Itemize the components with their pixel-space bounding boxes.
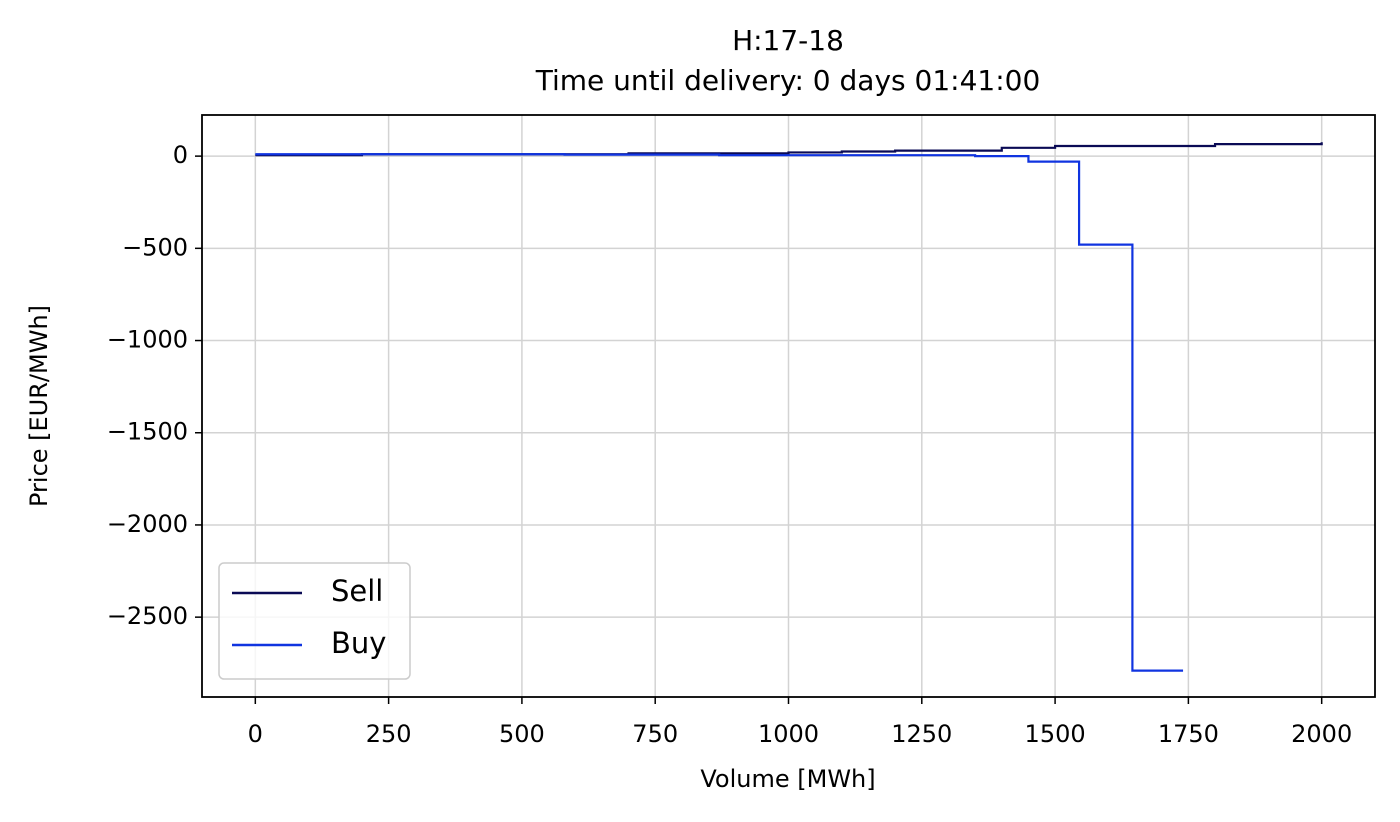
x-tick-label: 1000 [758, 720, 819, 748]
y-tick-label: −2000 [107, 510, 188, 538]
x-tick-label: 250 [366, 720, 412, 748]
x-axis-label: Volume [MWh] [700, 765, 875, 793]
chart-subtitle: Time until delivery: 0 days 01:41:00 [535, 64, 1041, 97]
chart-title: H:17-18 [732, 24, 844, 57]
y-axis-label: Price [EUR/MWh] [25, 305, 53, 507]
plot-frame [201, 114, 1376, 698]
y-tick-label: −1500 [107, 418, 188, 446]
y-tick-label: 0 [173, 141, 188, 169]
y-tick-label: −2500 [107, 602, 188, 630]
x-tick-label: 500 [499, 720, 545, 748]
series-line [255, 153, 1184, 672]
y-tick-label: −1000 [107, 326, 188, 354]
y-tick-label: −500 [122, 233, 188, 261]
x-tick-label: 0 [248, 720, 263, 748]
legend-label: Sell [331, 574, 383, 608]
x-tick-label: 750 [632, 720, 678, 748]
x-tick-label: 2000 [1291, 720, 1352, 748]
legend: Sell Buy [218, 562, 411, 680]
x-tick-label: 1500 [1025, 720, 1086, 748]
x-tick-label: 1250 [891, 720, 952, 748]
x-tick-label: 1750 [1158, 720, 1219, 748]
legend-label: Buy [331, 626, 386, 660]
